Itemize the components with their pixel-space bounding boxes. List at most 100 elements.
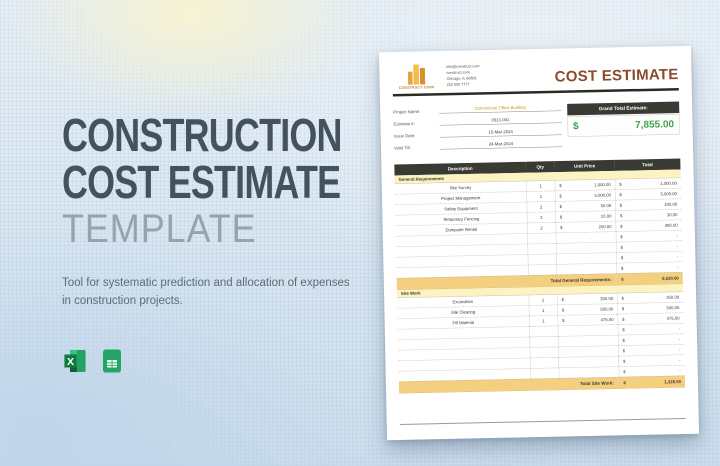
currency-symbol: $ xyxy=(561,307,565,313)
currency-symbol: $ xyxy=(619,192,622,198)
grand-total-amount: 7,855.00 xyxy=(635,118,675,131)
currency-symbol: $ xyxy=(619,202,623,208)
cell-qty: 3 xyxy=(526,211,556,223)
page-description: Tool for systematic prediction and alloc… xyxy=(62,276,350,308)
amount: 400.00 xyxy=(664,222,678,228)
currency-symbol: $ xyxy=(622,326,625,333)
google-sheets-icon[interactable] xyxy=(99,348,125,374)
amount: - xyxy=(678,336,681,342)
amount: - xyxy=(676,232,678,238)
document-preview: CONSTRUCT CORP info@construct.com constr… xyxy=(378,45,700,441)
currency-symbol: $ xyxy=(560,224,563,230)
amount: 350.00 xyxy=(666,294,680,300)
format-icons-row: X xyxy=(62,348,125,374)
amount: 5,000.00 xyxy=(660,190,678,197)
cell-qty xyxy=(527,253,557,265)
company-logo: CONSTRUCT CORP xyxy=(392,62,441,90)
currency-symbol: $ xyxy=(622,358,626,364)
amount: 50.00 xyxy=(600,202,612,208)
amount: 1,000.00 xyxy=(594,181,611,188)
amount: 350.00 xyxy=(600,295,614,301)
info-row-valid-till: Valid Till: 24-Mar-2024 xyxy=(393,139,562,151)
cell-qty: 2 xyxy=(526,201,556,213)
currency-symbol: $ xyxy=(620,233,623,240)
amount: 500.00 xyxy=(666,304,680,311)
currency-symbol: $ xyxy=(621,276,624,282)
amount: 1,325.00 xyxy=(664,378,681,385)
page-title-line2: COST ESTIMATE xyxy=(62,155,341,208)
currency-symbol: $ xyxy=(572,120,579,132)
page-title-line3: TEMPLATE xyxy=(62,206,257,251)
currency-symbol: $ xyxy=(622,347,626,354)
amount: 475.00 xyxy=(600,316,614,322)
info-row-estimate-number: Estimate #: 0513-001 xyxy=(393,116,562,127)
currency-symbol: $ xyxy=(561,317,565,323)
cell-qty xyxy=(529,325,559,337)
grand-total-value: $ 7,855.00 xyxy=(567,114,680,137)
cell-qty: 1 xyxy=(526,180,556,192)
amount: - xyxy=(679,367,681,373)
cell-qty xyxy=(528,264,557,276)
amount: 200.00 xyxy=(598,223,612,229)
currency-symbol: $ xyxy=(621,295,625,301)
amount: 475.00 xyxy=(666,315,680,321)
amount: 5,000.00 xyxy=(594,192,612,198)
header-divider xyxy=(392,88,679,97)
amount: - xyxy=(679,357,681,363)
section-total-value: $1,325.00 xyxy=(619,375,686,389)
info-label: Issue Date: xyxy=(393,133,416,139)
currency-symbol: $ xyxy=(619,213,623,219)
excel-icon[interactable]: X xyxy=(62,348,88,374)
cell-qty xyxy=(527,232,557,244)
info-label: Estimate #: xyxy=(393,121,415,127)
cell-qty xyxy=(527,243,557,255)
svg-text:X: X xyxy=(67,356,74,368)
amount: 100.00 xyxy=(664,201,678,207)
footer-divider xyxy=(399,417,686,425)
estimate-table-body: General Requirements Site Survey 1 $1,000.0… xyxy=(394,169,686,393)
currency-symbol: $ xyxy=(559,203,563,209)
amount: 6,530.00 xyxy=(662,275,679,281)
info-value-project-name: Commercial Office Building xyxy=(439,104,562,114)
cell-qty: 1 xyxy=(526,190,556,202)
currency-symbol: $ xyxy=(622,316,625,322)
currency-symbol: $ xyxy=(623,368,626,375)
info-value-estimate-number: 0513-001 xyxy=(439,116,562,126)
grand-total-label: Grand Total Estimate: xyxy=(567,101,680,116)
info-label: Valid Till: xyxy=(393,145,411,151)
amount: 10.00 xyxy=(600,213,612,219)
info-label: Project Name: xyxy=(393,108,421,115)
currency-symbol: $ xyxy=(620,265,624,271)
amount: - xyxy=(677,264,679,270)
company-contact: info@construct.com construct.com Chicago… xyxy=(446,60,555,88)
currency-symbol: $ xyxy=(621,305,625,312)
contact-phone: 222 555 7777 xyxy=(446,81,470,87)
currency-symbol: $ xyxy=(622,337,625,343)
currency-symbol: $ xyxy=(619,181,622,187)
amount: - xyxy=(678,325,680,331)
currency-symbol: $ xyxy=(559,214,563,220)
header-qty: Qty xyxy=(525,161,555,173)
grand-total-box: Grand Total Estimate: $ 7,855.00 xyxy=(567,101,680,152)
promo-text-block: CONSTRUCTION COST ESTIMATE TEMPLATE Tool… xyxy=(62,112,380,311)
document-title: COST ESTIMATE xyxy=(554,66,679,86)
cell-qty: 1 xyxy=(529,315,558,327)
currency-symbol: $ xyxy=(623,379,626,386)
amount: - xyxy=(676,253,679,259)
document-header: CONSTRUCT CORP info@construct.com constr… xyxy=(392,57,679,90)
currency-symbol: $ xyxy=(559,193,562,199)
buildings-icon xyxy=(392,62,440,85)
amount: - xyxy=(676,243,679,249)
cell-qty: 1 xyxy=(528,294,558,306)
info-row-issue-date: Issue Date: 15-Mar-2024 xyxy=(394,128,562,139)
currency-symbol: $ xyxy=(620,244,623,250)
amount: 500.00 xyxy=(600,306,614,312)
info-value-issue-date: 15-Mar-2024 xyxy=(439,128,562,138)
estimate-table: Description Qty Unit Price Total General… xyxy=(394,158,686,394)
amount: 1,000.00 xyxy=(660,180,677,186)
info-row-project-name: Project Name: Commercial Office Building xyxy=(393,104,562,115)
company-name: CONSTRUCT CORP xyxy=(398,85,435,90)
currency-symbol: $ xyxy=(620,254,624,261)
info-value-valid-till: 24-Mar-2024 xyxy=(439,139,562,150)
